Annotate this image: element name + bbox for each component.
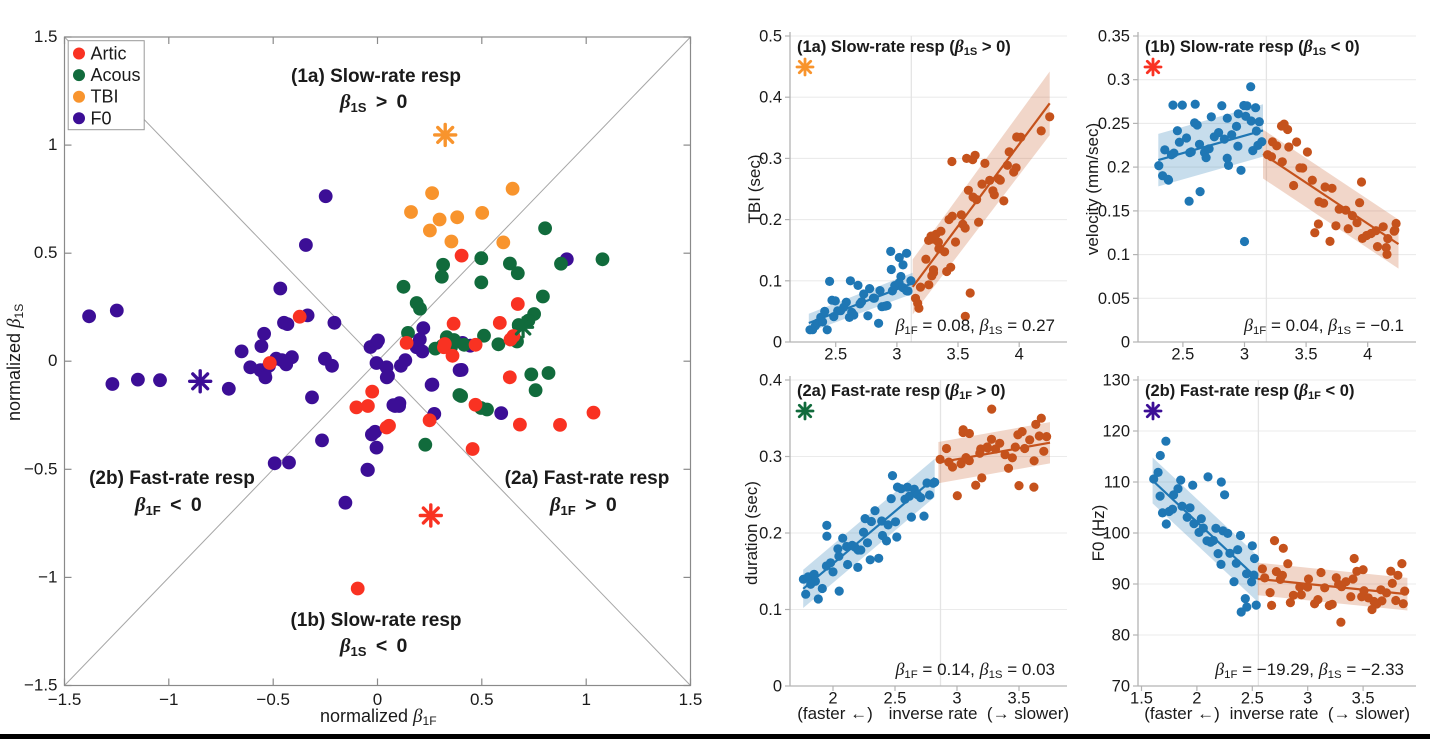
svg-text:β1S > 0: β1S > 0 [339, 91, 408, 115]
svg-text:0.1: 0.1 [759, 272, 782, 290]
svg-text:1: 1 [581, 690, 590, 709]
svg-text:β1F > 0: β1F > 0 [549, 494, 617, 518]
svg-text:130: 130 [1102, 372, 1130, 390]
svg-text:TBI (sec): TBI (sec) [745, 155, 764, 224]
svg-text:Acous: Acous [91, 65, 141, 85]
svg-text:−0.5: −0.5 [24, 459, 58, 478]
svg-text:(1b) Slow-rate resp: (1b) Slow-rate resp [290, 610, 461, 631]
svg-text:3: 3 [952, 690, 961, 708]
svg-text:β1F = 0.14, β1S = 0.03: β1F = 0.14, β1S = 0.03 [894, 659, 1055, 681]
svg-text:0.3: 0.3 [1107, 71, 1130, 89]
svg-text:(faster ←): (faster ←) [797, 704, 873, 723]
svg-text:normalized β1F: normalized β1F [320, 706, 437, 728]
svg-text:90: 90 [1112, 576, 1130, 594]
svg-text:−1.5: −1.5 [48, 690, 82, 709]
svg-text:F0: F0 [91, 108, 112, 128]
svg-text:(→ slower): (→ slower) [1328, 704, 1410, 723]
svg-text:0.1: 0.1 [759, 601, 782, 619]
svg-text:(→ slower): (→ slower) [987, 704, 1069, 723]
svg-text:2.5: 2.5 [1171, 346, 1194, 364]
svg-text:TBI: TBI [91, 87, 119, 107]
svg-text:0.25: 0.25 [1098, 115, 1130, 133]
svg-text:0.3: 0.3 [759, 150, 782, 168]
svg-text:(1a) Slow-rate resp (β1S > 0): (1a) Slow-rate resp (β1S > 0) [797, 36, 1011, 58]
svg-text:1: 1 [48, 135, 57, 154]
svg-text:0: 0 [1121, 334, 1130, 352]
svg-text:0.3: 0.3 [759, 448, 782, 466]
svg-text:β1F = 0.04, β1S = −0.1: β1F = 0.04, β1S = −0.1 [1243, 315, 1404, 337]
svg-text:β1F = 0.08, β1S = 0.27: β1F = 0.08, β1S = 0.27 [894, 315, 1055, 337]
svg-text:normalized β1S: normalized β1S [4, 304, 26, 421]
svg-text:100: 100 [1102, 525, 1130, 543]
svg-text:0: 0 [773, 678, 782, 696]
svg-text:β1F < 0: β1F < 0 [134, 494, 202, 518]
svg-text:4: 4 [1015, 346, 1024, 364]
svg-text:4: 4 [1363, 346, 1372, 364]
svg-text:1.5: 1.5 [1130, 690, 1153, 708]
svg-text:(1a) Slow-rate resp: (1a) Slow-rate resp [291, 66, 461, 87]
svg-text:(2b) Fast-rate resp: (2b) Fast-rate resp [89, 468, 255, 489]
svg-text:0.5: 0.5 [470, 690, 494, 709]
svg-text:Artic: Artic [91, 44, 127, 64]
svg-text:−1.5: −1.5 [24, 676, 58, 695]
svg-text:3.5: 3.5 [1352, 690, 1375, 708]
svg-text:2: 2 [828, 690, 837, 708]
svg-text:(2b) Fast-rate resp (β1F < 0): (2b) Fast-rate resp (β1F < 0) [1145, 380, 1354, 402]
svg-text:velocity (mm/sec): velocity (mm/sec) [1083, 123, 1102, 255]
svg-text:β1S < 0: β1S < 0 [339, 635, 408, 659]
svg-text:0.35: 0.35 [1098, 28, 1130, 46]
svg-text:(faster ←): (faster ←) [1144, 704, 1220, 723]
svg-text:1.5: 1.5 [34, 27, 58, 46]
svg-text:(2a) Fast-rate resp (β1F > 0): (2a) Fast-rate resp (β1F > 0) [797, 380, 1006, 402]
svg-text:0.4: 0.4 [759, 372, 782, 390]
svg-text:0.05: 0.05 [1098, 290, 1130, 308]
svg-text:0.2: 0.2 [759, 525, 782, 543]
svg-text:inverse rate: inverse rate [1230, 704, 1319, 723]
svg-text:β1F = −19.29, β1S = −2.33: β1F = −19.29, β1S = −2.33 [1214, 659, 1404, 681]
svg-text:80: 80 [1112, 627, 1130, 645]
svg-text:2: 2 [1192, 690, 1201, 708]
svg-text:2.5: 2.5 [884, 690, 907, 708]
svg-text:2.5: 2.5 [1241, 690, 1264, 708]
svg-text:(1b) Slow-rate resp (β1S < 0): (1b) Slow-rate resp (β1S < 0) [1145, 36, 1360, 58]
svg-text:0.4: 0.4 [759, 89, 782, 107]
svg-text:(2a) Fast-rate resp: (2a) Fast-rate resp [505, 468, 670, 489]
svg-text:3.5: 3.5 [1008, 690, 1031, 708]
svg-text:0.1: 0.1 [1107, 246, 1130, 264]
svg-text:0: 0 [373, 690, 382, 709]
svg-text:1.5: 1.5 [679, 690, 703, 709]
svg-text:3.5: 3.5 [1295, 346, 1318, 364]
svg-text:3: 3 [1240, 346, 1249, 364]
svg-text:−1: −1 [159, 690, 178, 709]
svg-text:120: 120 [1102, 423, 1130, 441]
svg-text:inverse rate: inverse rate [889, 704, 978, 723]
svg-text:0.2: 0.2 [1107, 159, 1130, 177]
svg-text:3: 3 [1303, 690, 1312, 708]
svg-text:−0.5: −0.5 [256, 690, 290, 709]
svg-text:0.5: 0.5 [34, 243, 58, 262]
svg-text:70: 70 [1112, 678, 1130, 696]
svg-text:0.2: 0.2 [759, 211, 782, 229]
svg-text:0.5: 0.5 [759, 28, 782, 46]
svg-text:0: 0 [48, 351, 57, 370]
svg-text:3: 3 [892, 346, 901, 364]
svg-text:0: 0 [773, 334, 782, 352]
svg-text:duration (sec): duration (sec) [742, 481, 761, 585]
svg-text:−1: −1 [38, 567, 57, 586]
svg-text:0.15: 0.15 [1098, 202, 1130, 220]
svg-text:3.5: 3.5 [947, 346, 970, 364]
svg-text:F0 (Hz): F0 (Hz) [1089, 505, 1108, 562]
svg-text:110: 110 [1104, 474, 1130, 492]
svg-text:2.5: 2.5 [824, 346, 847, 364]
